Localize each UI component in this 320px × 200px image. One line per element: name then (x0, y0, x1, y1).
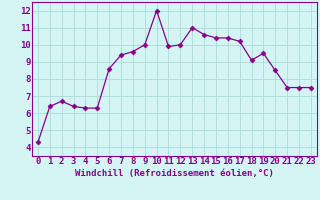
X-axis label: Windchill (Refroidissement éolien,°C): Windchill (Refroidissement éolien,°C) (75, 169, 274, 178)
